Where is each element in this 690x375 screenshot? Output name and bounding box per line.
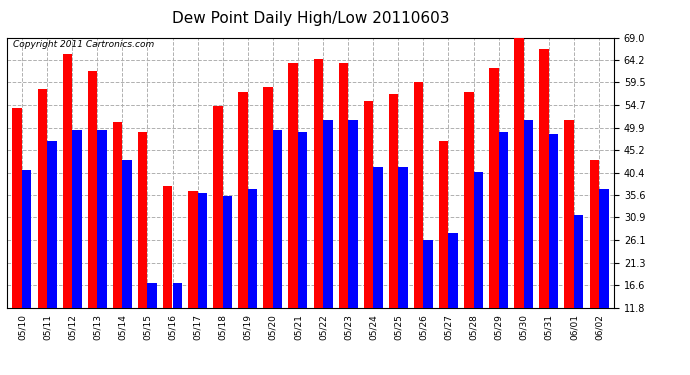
Bar (473, 172, 483, 363)
Bar (373, 167, 383, 363)
Bar (514, 33, 524, 363)
Bar (574, 214, 584, 363)
Bar (439, 141, 449, 363)
Bar (323, 120, 333, 363)
Bar (97, 129, 107, 363)
Bar (213, 106, 223, 363)
Bar (524, 120, 533, 363)
Bar (273, 129, 282, 363)
Bar (12, 108, 22, 363)
Bar (414, 82, 424, 363)
Bar (138, 132, 148, 363)
Bar (599, 189, 609, 363)
Bar (464, 92, 473, 363)
Bar (398, 167, 408, 363)
Bar (424, 240, 433, 363)
Bar (88, 70, 97, 363)
Bar (172, 283, 182, 363)
Bar (122, 160, 132, 363)
Bar (388, 94, 398, 363)
Bar (264, 87, 273, 363)
Bar (238, 92, 248, 363)
Bar (288, 63, 298, 363)
Bar (489, 68, 499, 363)
Bar (22, 170, 32, 363)
Text: Dew Point Daily High/Low 20110603: Dew Point Daily High/Low 20110603 (172, 11, 449, 26)
Bar (564, 120, 574, 363)
Bar (348, 120, 357, 363)
Bar (223, 196, 233, 363)
Bar (197, 193, 207, 363)
Bar (248, 189, 257, 363)
Bar (188, 191, 197, 363)
Bar (163, 186, 172, 363)
Bar (540, 49, 549, 363)
Bar (448, 233, 458, 363)
Text: Copyright 2011 Cartronics.com: Copyright 2011 Cartronics.com (13, 40, 155, 49)
Bar (37, 89, 47, 363)
Bar (549, 134, 558, 363)
Bar (112, 123, 122, 363)
Bar (313, 59, 323, 363)
Bar (339, 63, 348, 363)
Bar (298, 132, 308, 363)
Bar (589, 160, 599, 363)
Bar (63, 54, 72, 363)
Bar (148, 283, 157, 363)
Bar (499, 132, 509, 363)
Bar (364, 101, 373, 363)
Bar (72, 129, 81, 363)
Bar (47, 141, 57, 363)
